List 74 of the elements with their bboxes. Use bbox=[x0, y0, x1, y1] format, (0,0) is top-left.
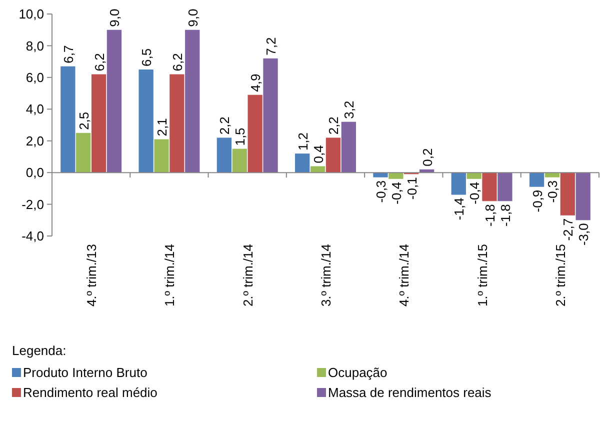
bar bbox=[373, 172, 388, 178]
data-label: -3,0 bbox=[576, 223, 592, 246]
bar bbox=[216, 138, 232, 173]
bar bbox=[263, 58, 278, 173]
y-tick-label: 8,0 bbox=[26, 38, 44, 54]
x-tick-label: 2.º trim./15 bbox=[552, 244, 568, 307]
y-tick-label: -4,0 bbox=[22, 228, 44, 244]
bar bbox=[91, 74, 106, 173]
x-tick-label: 2.º trim./14 bbox=[240, 244, 256, 307]
data-label: -0,4 bbox=[467, 182, 482, 204]
x-tick-label: 1.º trim./15 bbox=[474, 244, 490, 307]
bar bbox=[466, 172, 482, 179]
x-tick-label: 1.º trim./14 bbox=[162, 244, 178, 307]
data-label: -1,8 bbox=[482, 204, 498, 227]
data-label: 7,2 bbox=[264, 37, 279, 56]
bar bbox=[529, 172, 544, 187]
data-label: -0,4 bbox=[388, 182, 404, 204]
data-label: 9,0 bbox=[107, 8, 122, 27]
data-label: 2,2 bbox=[217, 116, 232, 135]
bar bbox=[185, 30, 200, 173]
y-tick-label: 6,0 bbox=[26, 70, 44, 85]
data-label: -2,7 bbox=[560, 218, 576, 241]
data-label: -1,8 bbox=[498, 204, 513, 227]
data-label: 2,5 bbox=[76, 112, 92, 130]
bar bbox=[498, 172, 512, 202]
data-label: 0,2 bbox=[420, 148, 435, 166]
data-label: 6,2 bbox=[170, 53, 185, 72]
data-label: 2,2 bbox=[326, 116, 342, 135]
bar bbox=[170, 74, 184, 173]
bar bbox=[295, 154, 310, 173]
bar bbox=[60, 66, 76, 173]
y-tick-label: 0,0 bbox=[26, 165, 44, 180]
data-label: 0,4 bbox=[310, 145, 326, 164]
bar bbox=[341, 122, 356, 173]
data-label: 1,2 bbox=[295, 132, 310, 151]
data-label: 6,7 bbox=[60, 45, 76, 64]
bar bbox=[154, 139, 169, 173]
data-label: 6,5 bbox=[139, 48, 154, 66]
bar bbox=[326, 138, 341, 173]
legend-label: Ocupação bbox=[328, 365, 388, 380]
data-label: 2,1 bbox=[154, 118, 170, 136]
bar bbox=[138, 70, 154, 173]
bar bbox=[560, 172, 575, 216]
legend-label: Massa de rendimentos reais bbox=[328, 385, 492, 400]
data-label: 1,5 bbox=[232, 128, 248, 146]
bar bbox=[248, 94, 262, 173]
data-label: -0,1 bbox=[404, 177, 420, 200]
data-label: -1,4 bbox=[452, 198, 467, 220]
data-label: 3,2 bbox=[342, 100, 357, 119]
legend-label: Rendimento real médio bbox=[23, 385, 158, 400]
y-tick-label: 10,0 bbox=[18, 6, 44, 22]
data-label: 4,9 bbox=[248, 74, 264, 92]
bar bbox=[106, 30, 122, 173]
data-label: 9,0 bbox=[185, 8, 200, 27]
data-label: -0,3 bbox=[545, 180, 560, 203]
y-tick-label: 2,0 bbox=[26, 133, 44, 148]
bar bbox=[544, 172, 560, 178]
x-tick-label: 4.º trim./14 bbox=[396, 244, 412, 307]
bar bbox=[76, 132, 91, 173]
data-label: 6,2 bbox=[92, 53, 107, 72]
bar bbox=[232, 148, 247, 173]
data-label: -0,3 bbox=[373, 180, 388, 203]
bar bbox=[388, 172, 404, 179]
legend-title: Legenda: bbox=[12, 343, 66, 358]
bar bbox=[310, 166, 326, 173]
bar bbox=[576, 172, 590, 220]
data-label: -0,9 bbox=[530, 190, 545, 212]
y-tick-label: -2,0 bbox=[22, 196, 44, 212]
bar bbox=[482, 172, 497, 202]
legend-label: Produto Interno Bruto bbox=[23, 365, 148, 380]
x-tick-label: 4.º trim./13 bbox=[84, 244, 100, 307]
bar bbox=[451, 172, 466, 195]
y-tick-label: 4,0 bbox=[26, 102, 44, 117]
x-tick-label: 3.º trim./14 bbox=[318, 244, 334, 307]
